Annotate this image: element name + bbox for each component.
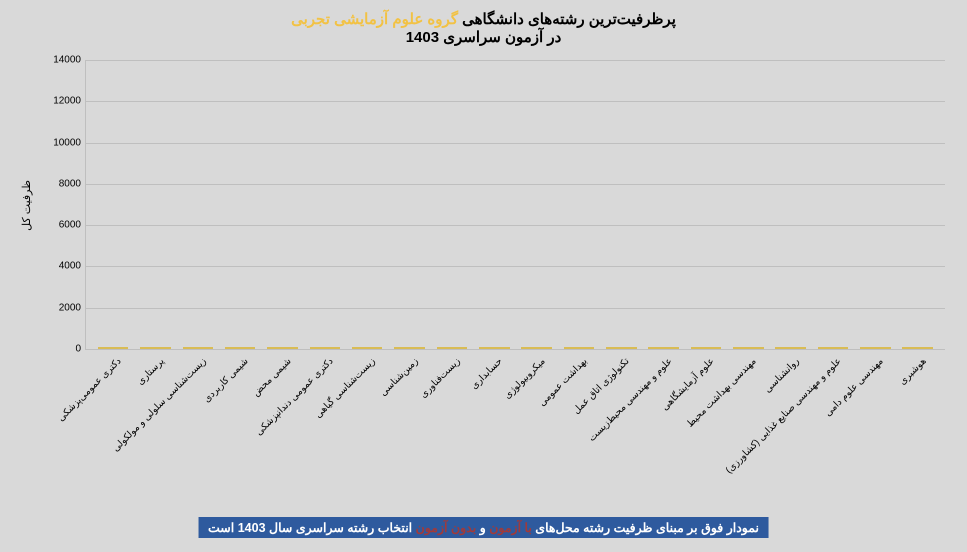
footer-red2: بدون آزمون <box>416 521 477 535</box>
y-tick-label: 12000 <box>53 96 81 107</box>
y-tick-label: 14000 <box>53 55 81 66</box>
x-category-label: حسابداری <box>469 356 505 392</box>
bar-slot: دکتری عمومی‌پزشکی <box>92 347 134 349</box>
bar <box>521 347 551 349</box>
bar-slot: علوم و مهندسی صنایع غذایی (کشاورزی) <box>812 347 854 349</box>
footer-caption: نمودار فوق بر مبنای ظرفیت رشته محل‌های ب… <box>198 517 769 538</box>
x-category-label: زمین‌شناسی <box>377 356 420 399</box>
gridline <box>86 266 945 267</box>
bar <box>733 347 763 349</box>
gridline <box>86 225 945 226</box>
chart-title-line1: پرظرفیت‌ترین رشته‌های دانشگاهی گروه علوم… <box>0 10 967 28</box>
x-category-label: شیمی محض <box>250 356 293 399</box>
footer-part2: انتخاب رشته سراسری سال 1403 است <box>208 521 416 535</box>
footer-part1: نمودار فوق بر مبنای ظرفیت رشته محل‌های <box>532 521 759 535</box>
y-axis-title: ظرفیت کل <box>20 180 33 231</box>
bar-slot: مهندسی بهداشت محیط <box>727 347 769 349</box>
gridline <box>86 143 945 144</box>
bar <box>648 347 678 349</box>
bar <box>860 347 890 349</box>
bar-slot: پرستاری <box>134 347 176 349</box>
bars-container: دکتری عمومی‌پزشکیپرستاریزیست‌شناسی سلولی… <box>86 60 945 349</box>
bar-slot: دکتری عمومی دندانپزشکی <box>304 347 346 349</box>
x-category-label: پرستاری <box>135 356 167 388</box>
y-tick-label: 10000 <box>53 137 81 148</box>
bar <box>225 347 255 349</box>
x-category-label: زیست‌فناوری <box>418 356 463 401</box>
bar <box>267 347 297 349</box>
bar <box>606 347 636 349</box>
chart-area: ظرفیت کل دکتری عمومی‌پزشکیپرستاریزیست‌شن… <box>20 60 950 480</box>
y-tick-label: 4000 <box>59 261 81 272</box>
y-tick-label: 8000 <box>59 178 81 189</box>
bar <box>479 347 509 349</box>
x-category-label: روانشناسی <box>762 356 801 395</box>
y-tick-label: 2000 <box>59 302 81 313</box>
footer-mid: و <box>476 521 489 535</box>
bar <box>818 347 848 349</box>
bar <box>775 347 805 349</box>
title-highlight: گروه علوم آزمایشی تجربی <box>291 11 458 28</box>
bar <box>437 347 467 349</box>
bar-slot: زیست‌فناوری <box>431 347 473 349</box>
gridline <box>86 60 945 61</box>
bar-slot: زیست‌شناسی گیاهی <box>346 347 388 349</box>
bar-slot: مهندسی علوم دامی <box>854 347 896 349</box>
bar-slot: میکروبیولوژی <box>515 347 557 349</box>
x-category-label: میکروبیولوژی <box>502 356 547 401</box>
bar <box>394 347 424 349</box>
title-text-before: پرظرفیت‌ترین رشته‌های دانشگاهی <box>458 11 676 28</box>
gridline <box>86 101 945 102</box>
chart-title-line2: در آزمون سراسری 1403 <box>0 28 967 46</box>
x-category-label: علوم و مهندسی محیط‌زیست <box>586 356 674 444</box>
bar-slot: زیست‌شناسی سلولی و مولکولی <box>177 347 219 349</box>
x-category-label: دکتری عمومی دندانپزشکی <box>253 356 335 438</box>
bar-slot: شیمی کاربردی <box>219 347 261 349</box>
gridline <box>86 184 945 185</box>
footer-red1: با آزمون <box>489 521 532 535</box>
bar-slot: حسابداری <box>473 347 515 349</box>
bar-slot: هوشبری <box>897 347 939 349</box>
plot-area: دکتری عمومی‌پزشکیپرستاریزیست‌شناسی سلولی… <box>85 60 945 350</box>
bar-slot: زمین‌شناسی <box>388 347 430 349</box>
bar-slot: بهداشت عمومی <box>558 347 600 349</box>
gridline <box>86 308 945 309</box>
bar-slot: شیمی محض <box>261 347 303 349</box>
bar <box>691 347 721 349</box>
bar <box>564 347 594 349</box>
y-tick-label: 0 <box>75 344 81 355</box>
chart-title-block: پرظرفیت‌ترین رشته‌های دانشگاهی گروه علوم… <box>0 0 967 46</box>
bar-slot: روانشناسی <box>770 347 812 349</box>
bar <box>98 347 128 349</box>
bar <box>352 347 382 349</box>
bar-slot: تکنولوژی اتاق عمل <box>600 347 642 349</box>
bar <box>140 347 170 349</box>
bar <box>310 347 340 349</box>
bar <box>183 347 213 349</box>
bar-slot: علوم آزمایشگاهی <box>685 347 727 349</box>
bar-slot: علوم و مهندسی محیط‌زیست <box>642 347 684 349</box>
x-category-label: دکتری عمومی‌پزشکی <box>56 356 124 424</box>
y-tick-label: 6000 <box>59 220 81 231</box>
bar <box>902 347 932 349</box>
x-category-label: هوشبری <box>897 356 928 387</box>
x-category-label: شیمی کاربردی <box>202 356 251 405</box>
